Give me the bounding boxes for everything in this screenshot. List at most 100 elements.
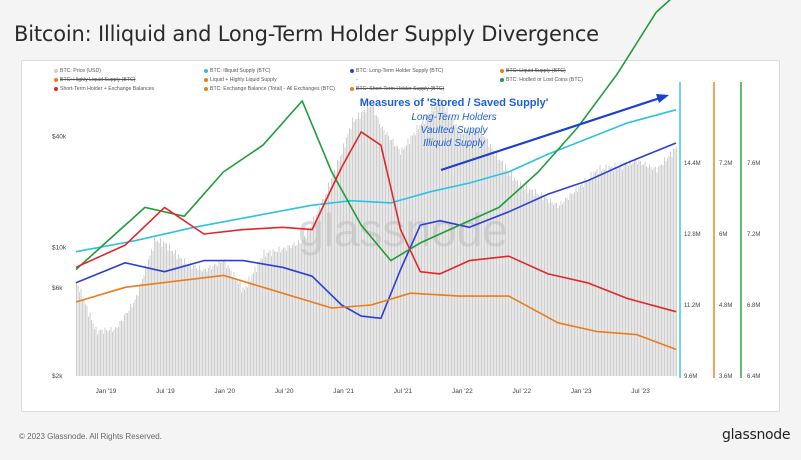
price-bar <box>307 230 308 376</box>
price-bar <box>428 113 430 377</box>
legend-item[interactable]: BTC: Illiquid Supply (BTC) <box>204 68 271 74</box>
price-bar <box>169 243 170 376</box>
series-line <box>75 142 677 320</box>
legend-item[interactable]: BTC: Exchange Balance (Total) - All Exch… <box>204 86 335 92</box>
price-bar <box>173 253 175 376</box>
price-bar <box>650 167 652 376</box>
price-bar <box>379 124 380 377</box>
price-bar <box>518 189 520 376</box>
price-bar <box>649 164 650 376</box>
price-bar <box>668 155 670 376</box>
price-bar <box>145 265 146 376</box>
price-bar <box>281 249 283 376</box>
price-bar <box>167 250 169 376</box>
series-lines <box>75 0 677 351</box>
price-bar <box>661 164 662 376</box>
price-bars <box>76 98 677 377</box>
price-bar <box>613 170 614 376</box>
price-bar <box>284 247 286 376</box>
price-bar <box>271 256 272 376</box>
price-bar <box>407 138 409 376</box>
legend-item[interactable]: BTC: Long-Term Holder Supply (BTC) <box>350 68 443 74</box>
price-bar <box>113 329 115 376</box>
price-bar <box>110 326 112 376</box>
price-bar <box>88 316 89 376</box>
legend-swatch <box>204 86 208 91</box>
price-bar <box>634 160 635 376</box>
price-bar <box>598 173 599 376</box>
price-bar <box>116 327 118 376</box>
price-bar <box>377 117 379 376</box>
price-bar <box>122 321 124 376</box>
price-bar <box>341 154 343 376</box>
price-bar <box>362 111 364 377</box>
legend-item[interactable]: BTC: Hodled or Lost Coins (BTC) <box>500 77 583 83</box>
price-bar <box>439 106 440 377</box>
price-bar <box>106 330 107 376</box>
price-bar <box>161 246 163 376</box>
price-bar <box>593 171 595 376</box>
legend-item[interactable]: BTC: Price (USD) <box>54 68 101 74</box>
brand-logo: glassnode <box>722 427 791 443</box>
price-bar <box>274 251 275 376</box>
price-bar <box>431 105 433 377</box>
price-bar <box>260 258 262 376</box>
price-bar <box>422 117 424 376</box>
price-bar <box>137 296 139 376</box>
legend-item[interactable]: BTC: Liquid Supply (BTC) <box>500 68 566 74</box>
price-bar <box>490 143 491 376</box>
price-bar <box>502 160 503 376</box>
price-bar <box>89 312 91 376</box>
price-bar <box>196 267 197 376</box>
price-bar <box>575 186 577 376</box>
price-bar <box>401 147 403 376</box>
price-bar <box>230 270 232 376</box>
price-bar <box>172 250 173 376</box>
price-bar <box>292 245 293 376</box>
price-bar <box>335 172 337 376</box>
price-bar <box>590 172 592 376</box>
price-bar <box>622 169 623 376</box>
price-bar <box>115 326 116 376</box>
price-bar <box>143 275 145 376</box>
price-bar <box>275 251 277 376</box>
price-bar <box>526 183 527 376</box>
price-bar <box>620 162 622 376</box>
price-bar <box>425 115 427 376</box>
price-bar <box>562 203 563 376</box>
price-bar <box>367 104 368 376</box>
price-bar <box>532 189 533 376</box>
price-bar <box>109 330 110 376</box>
price-bar <box>325 194 326 376</box>
price-bar <box>563 202 565 376</box>
price-bar <box>416 124 418 376</box>
legend-item[interactable]: Short-Term Holder + Exchange Balances <box>54 86 154 92</box>
legend-item[interactable]: BTC: Short-Term Holder Supply (BTC) <box>350 86 444 92</box>
x-tick-label: Jul '23 <box>631 388 650 395</box>
price-bar <box>248 276 250 376</box>
price-bar <box>355 119 356 376</box>
price-bar <box>364 110 365 376</box>
price-bar <box>491 147 493 376</box>
x-tick-label: Jan '20 <box>214 388 235 395</box>
price-bar <box>280 252 281 376</box>
price-bar <box>92 323 94 376</box>
price-bar <box>542 199 544 376</box>
price-bar <box>298 240 299 376</box>
price-bar <box>503 170 505 376</box>
price-bar <box>505 164 506 376</box>
legend-item[interactable]: Liquid + Highly Liquid Supply <box>204 77 277 83</box>
price-bar <box>212 266 214 376</box>
price-bar <box>224 258 226 376</box>
price-bar <box>320 209 322 376</box>
x-tick-label: Jan '19 <box>96 388 117 395</box>
legend-item[interactable]: - <box>350 77 358 83</box>
y-right-tick-label: 14.4M <box>684 161 701 167</box>
price-bar <box>463 134 464 376</box>
legend-item[interactable]: BTC: Highly Liquid Supply (BTC) <box>54 77 136 83</box>
x-tick-label: Jan '21 <box>333 388 354 395</box>
price-bar <box>334 169 335 376</box>
price-bar <box>398 148 400 376</box>
price-bar <box>640 161 641 376</box>
y-left-tick-label: $2k <box>52 373 63 380</box>
